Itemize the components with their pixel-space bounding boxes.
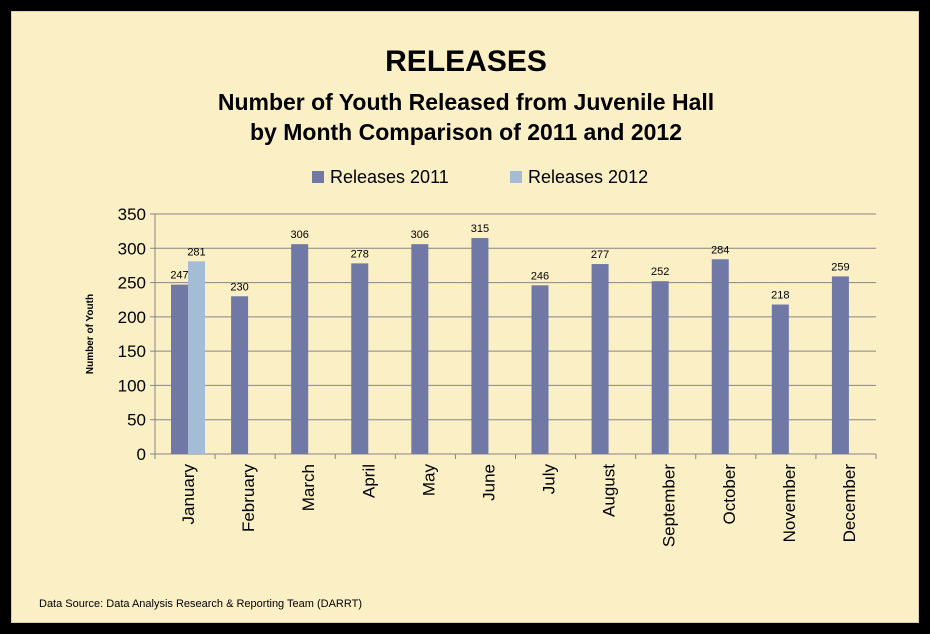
bar-releases-2011 (411, 244, 429, 454)
bar-releases-2011 (291, 244, 309, 454)
x-tick-label: May (419, 464, 438, 497)
data-label: 284 (711, 244, 729, 256)
data-label: 259 (831, 261, 849, 273)
y-tick-label: 200 (118, 308, 146, 327)
data-label: 247 (170, 270, 188, 282)
chart-subtitle-line1: Number of Youth Released from Juvenile H… (217, 89, 715, 115)
bar-releases-2011 (651, 281, 669, 454)
data-label: 230 (230, 281, 248, 293)
x-tick-label: March (299, 464, 318, 511)
data-label: 278 (351, 248, 369, 260)
y-tick-label: 100 (118, 376, 146, 395)
bar-releases-2011 (531, 285, 549, 454)
bar-releases-2011 (471, 238, 489, 454)
chart-title: RELEASES (385, 45, 547, 78)
bar-chart: 0 50 100 150 200 250 300 350 Number of Youth 247 2… (85, 167, 877, 547)
bar-releases-2011 (231, 296, 249, 454)
x-tick-label: November (780, 464, 799, 543)
y-tick-label: 0 (137, 445, 146, 464)
data-source-note: Data Source: Data Analysis Research & Re… (39, 598, 363, 610)
bar-releases-2011 (831, 276, 849, 454)
y-tick-label: 150 (118, 342, 146, 361)
x-tick-label: June (479, 464, 498, 501)
x-tick-label: February (239, 464, 258, 533)
legend-swatch-releases-2012 (510, 171, 522, 183)
data-label: 306 (411, 229, 429, 241)
bar-releases-2012 (188, 261, 205, 454)
data-label: 246 (531, 270, 549, 282)
legend-swatch-releases-2011 (312, 171, 324, 183)
bar-releases-2011 (771, 304, 789, 454)
x-tick-label: July (540, 464, 559, 495)
legend-label-releases-2011: Releases 2011 (330, 167, 449, 187)
y-tick-label: 300 (118, 239, 146, 258)
bar-releases-2011 (351, 263, 369, 454)
y-axis-title: Number of Youth (85, 294, 96, 374)
y-tick-label: 350 (118, 205, 146, 224)
x-tick-label: April (359, 464, 378, 498)
bar-releases-2011 (171, 284, 188, 454)
x-tick-label: September (660, 464, 679, 547)
bar-releases-2011 (711, 259, 729, 454)
data-label: 281 (187, 246, 205, 258)
y-tick-label: 250 (118, 274, 146, 293)
data-label: 306 (290, 229, 308, 241)
x-tick-label: October (720, 464, 739, 525)
x-tick-label: December (840, 464, 859, 543)
chart-panel: RELEASES Number of Youth Released from J… (11, 11, 919, 623)
chart-subtitle-line2: by Month Comparison of 2011 and 2012 (250, 119, 682, 145)
data-label: 218 (771, 290, 789, 302)
data-label: 315 (471, 223, 489, 235)
x-tick-label: January (179, 464, 198, 525)
legend-label-releases-2012: Releases 2012 (528, 167, 648, 187)
y-tick-label: 50 (127, 411, 146, 430)
data-label: 252 (651, 266, 669, 278)
data-label: 277 (591, 249, 609, 261)
bar-releases-2011 (591, 264, 609, 454)
x-tick-label: August (600, 464, 619, 517)
